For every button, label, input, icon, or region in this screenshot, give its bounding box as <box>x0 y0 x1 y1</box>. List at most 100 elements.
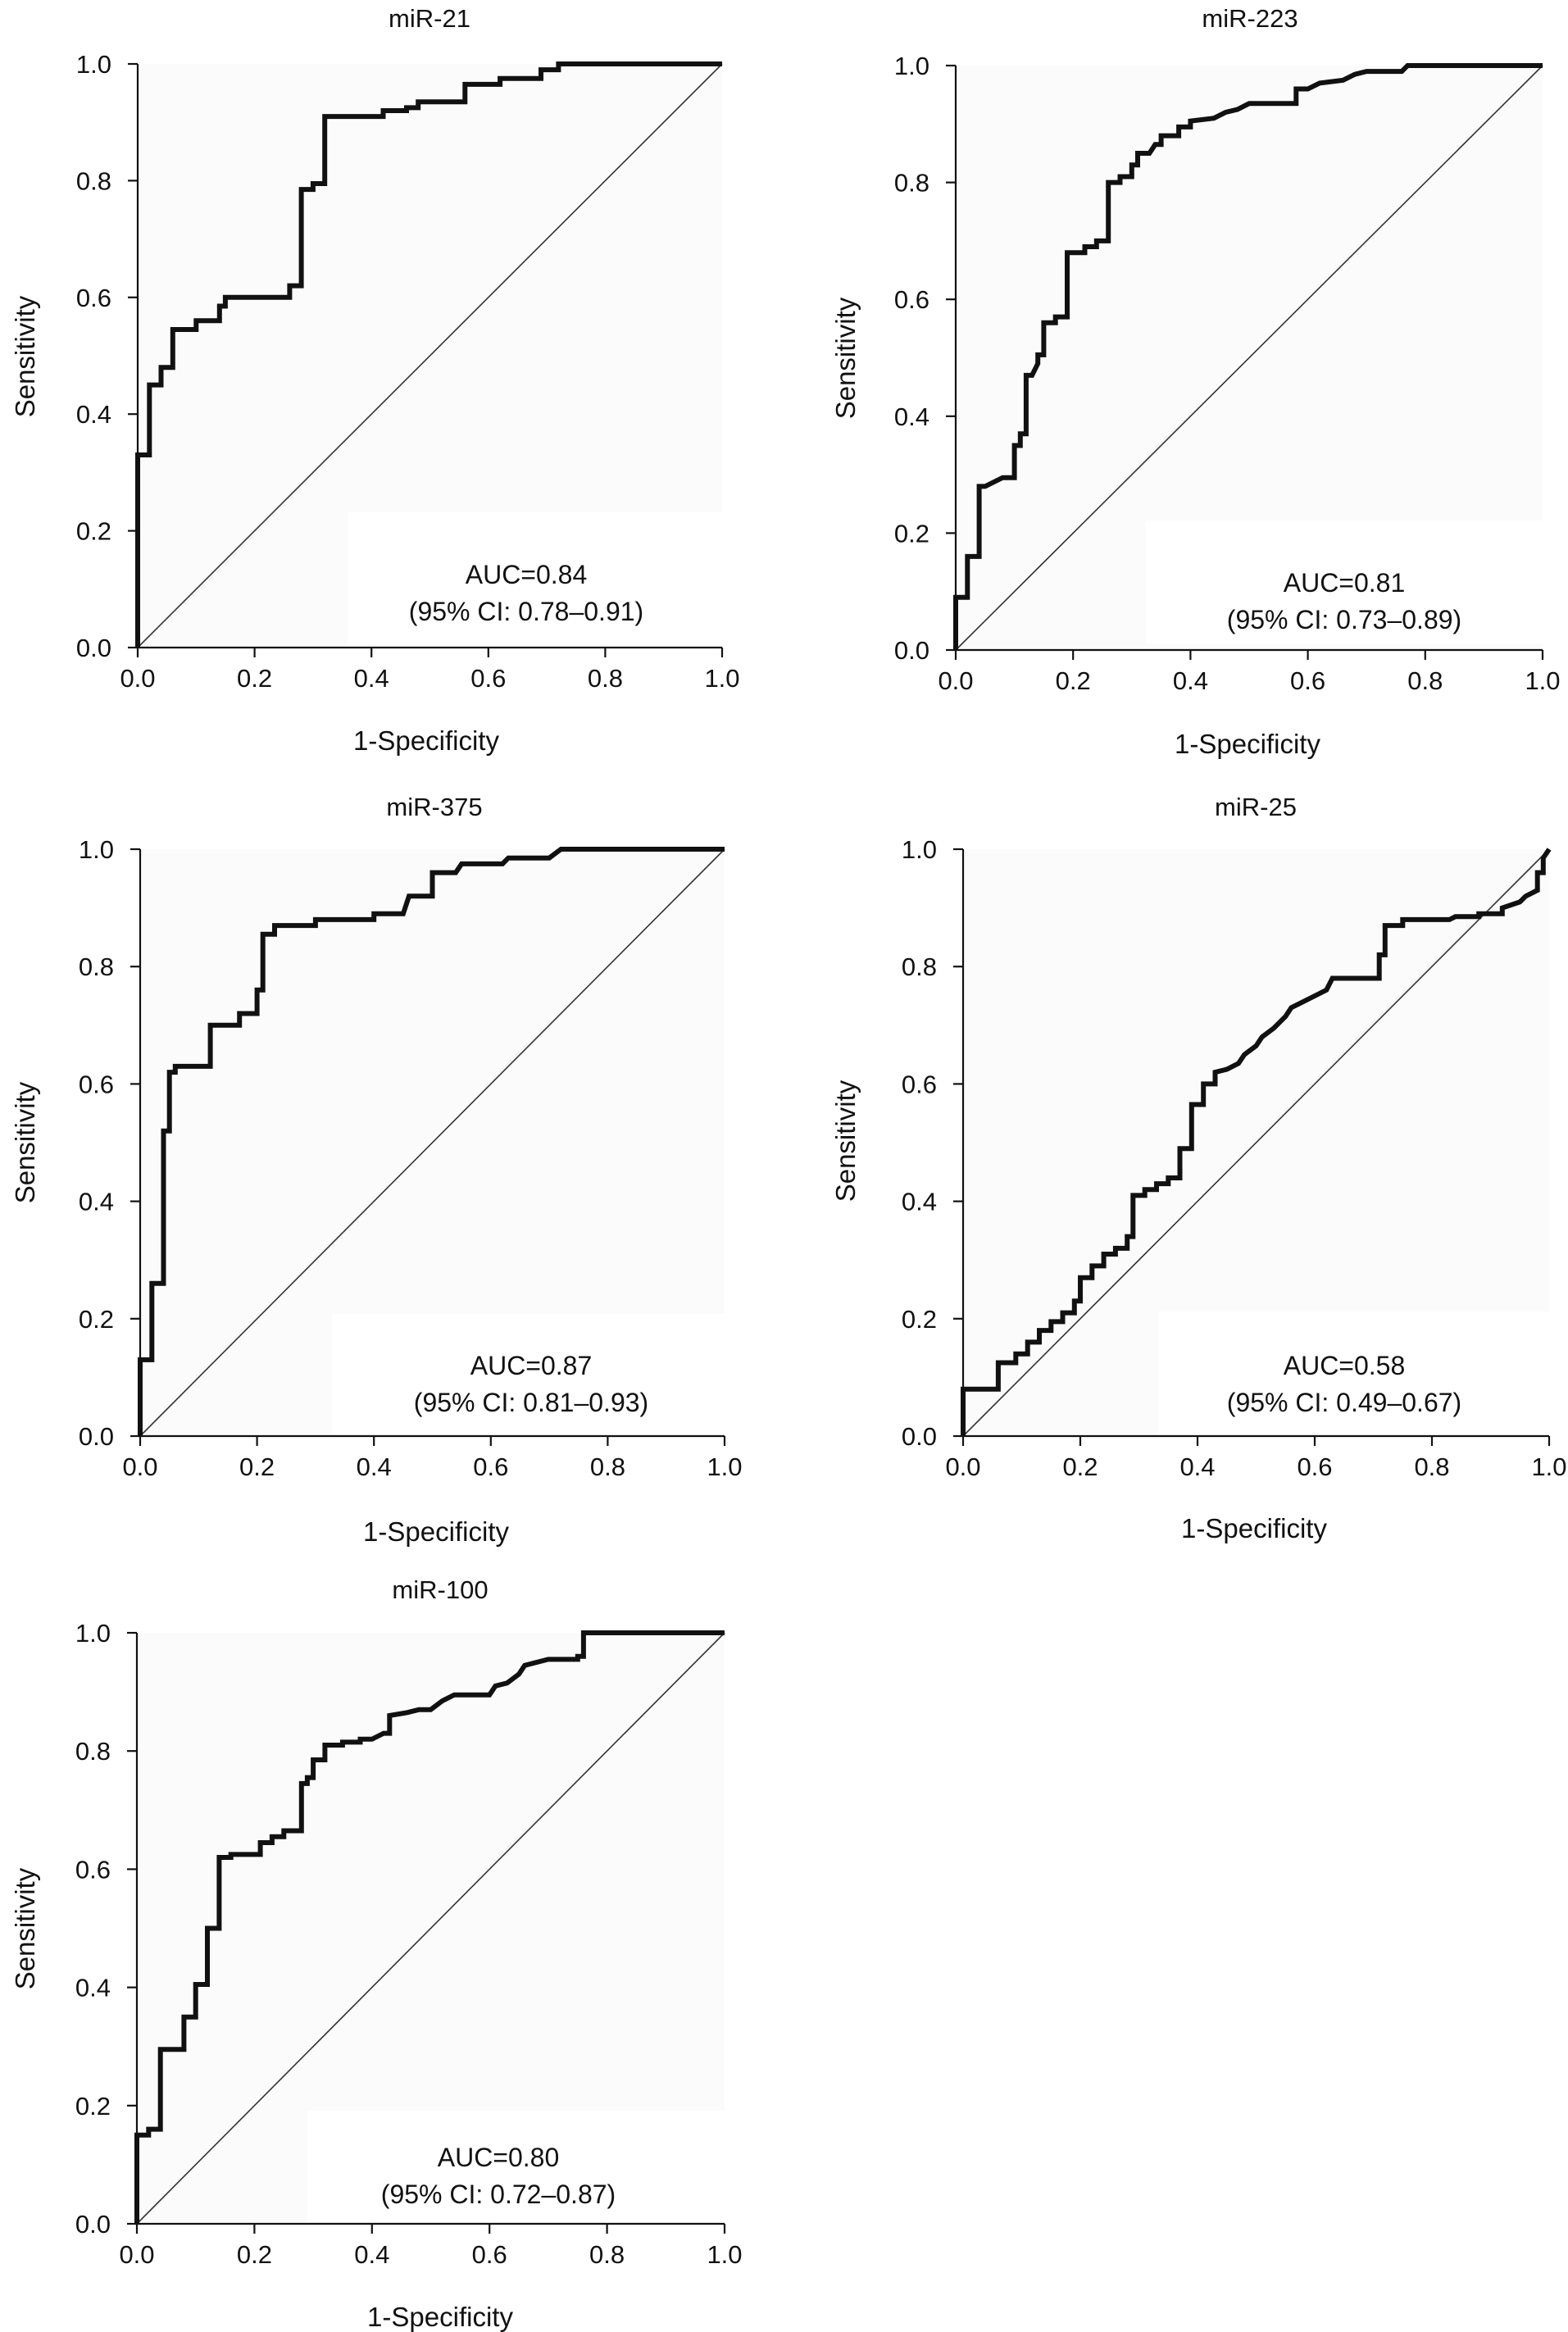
auc-label: AUC=0.84 <box>466 560 588 589</box>
diagonal-reference <box>139 848 725 1437</box>
y-tick-label: 0.8 <box>894 169 929 198</box>
panel-mir-25: miR-25 Sensitivity 1-Specificity AUC=0.5… <box>830 793 1567 1543</box>
roc-curve-group <box>135 61 722 648</box>
x-tick-label: 0.0 <box>938 666 973 695</box>
auc-ci-label: (95% CI: 0.78–0.91) <box>409 597 643 626</box>
y-tick-label: 0.0 <box>79 1422 114 1451</box>
panel-mir-223: miR-223 Sensitivity 1-Specificity AUC=0.… <box>830 4 1561 759</box>
panel-title: miR-223 <box>1202 4 1298 33</box>
diagonal-line <box>955 65 1543 651</box>
y-tick-label: 0.2 <box>79 1305 114 1334</box>
x-tick-label: 0.2 <box>239 1452 275 1481</box>
x-tick-label: 0.6 <box>473 1452 508 1481</box>
y-tick-label: 0.0 <box>76 634 111 662</box>
x-tick-label: 0.2 <box>1056 666 1091 695</box>
y-tick-label: 1.0 <box>79 835 114 864</box>
axes: 0.0 0.2 0.4 0.6 0.8 1.0 0.0 0.2 0.4 0.6 0.8 1.0 <box>894 52 1561 695</box>
diagonal-line <box>139 848 725 1437</box>
roc-curve-group <box>134 1630 725 2224</box>
panel-title: miR-375 <box>386 793 482 821</box>
y-tick-label: 0.8 <box>76 166 111 195</box>
x-tick-label: 0.6 <box>1297 1452 1332 1481</box>
y-axis-label: Sensitivity <box>830 1080 861 1202</box>
x-tick-label: 0.8 <box>1407 666 1443 695</box>
x-tick-label: 0.2 <box>237 2240 272 2269</box>
panel-mir-100: miR-100 Sensitivity 1-Specificity AUC=0.… <box>10 1575 743 2332</box>
y-axis-label: Sensitivity <box>10 1867 40 1989</box>
auc-label: AUC=0.81 <box>1284 568 1406 598</box>
y-tick-label: 0.4 <box>894 402 929 431</box>
panel-title: miR-25 <box>1215 793 1297 821</box>
y-axis-label: Sensitivity <box>10 295 40 417</box>
x-tick-label: 0.4 <box>1173 666 1208 695</box>
auc-ci-label: (95% CI: 0.73–0.89) <box>1227 605 1461 634</box>
y-tick-label: 0.2 <box>894 519 929 548</box>
panel-title: miR-21 <box>389 4 470 33</box>
x-tick-label: 1.0 <box>704 664 739 693</box>
x-tick-label: 0.6 <box>1290 666 1325 695</box>
auc-box <box>1146 520 1548 643</box>
x-tick-label: 0.0 <box>122 1452 157 1481</box>
roc-curve <box>953 63 1543 650</box>
y-tick-label: 0.6 <box>76 284 111 312</box>
y-tick-label: 0.8 <box>79 952 114 981</box>
y-tick-label: 0.4 <box>902 1188 937 1216</box>
y-tick-label: 0.2 <box>75 2092 111 2121</box>
diagonal-reference <box>136 1632 725 2225</box>
x-tick-label: 0.8 <box>590 1452 625 1481</box>
x-tick-label: 0.6 <box>472 2240 507 2269</box>
y-tick-label: 0.0 <box>75 2210 111 2239</box>
x-tick-label: 1.0 <box>707 2240 742 2269</box>
y-tick-label: 0.4 <box>79 1188 114 1216</box>
x-tick-label: 0.4 <box>354 2240 389 2269</box>
diagonal-reference <box>955 65 1543 651</box>
y-tick-label: 1.0 <box>894 52 929 80</box>
auc-box <box>348 512 727 643</box>
x-tick-label: 0.8 <box>1414 1452 1449 1481</box>
panel-mir-21: miR-21 Sensitivity 1-Specificity AUC=0.8… <box>10 4 740 756</box>
y-tick-label: 1.0 <box>75 1619 111 1648</box>
x-tick-label: 0.8 <box>588 664 623 693</box>
y-tick-label: 0.0 <box>902 1422 937 1451</box>
auc-ci-label: (95% CI: 0.81–0.93) <box>414 1388 648 1417</box>
y-tick-label: 0.4 <box>75 1974 111 2002</box>
auc-label: AUC=0.58 <box>1284 1351 1406 1380</box>
axes: 0.0 0.2 0.4 0.6 0.8 1.0 0.0 0.2 0.4 0.6 0.8 1.0 <box>75 1619 743 2269</box>
diagonal-reference <box>137 63 723 648</box>
auc-label: AUC=0.80 <box>438 2143 560 2172</box>
y-tick-label: 0.8 <box>902 952 937 981</box>
x-tick-label: 0.2 <box>237 664 272 693</box>
roc-curve-group <box>953 63 1543 650</box>
panel-title: miR-100 <box>392 1575 488 1604</box>
panel-mir-375: miR-375 Sensitivity 1-Specificity AUC=0.… <box>10 793 743 1547</box>
auc-box <box>332 1314 727 1434</box>
x-tick-label: 0.4 <box>354 664 389 693</box>
x-tick-label: 0.4 <box>357 1452 392 1481</box>
x-tick-label: 0.0 <box>119 2240 154 2269</box>
y-tick-label: 1.0 <box>76 50 111 79</box>
x-tick-label: 0.0 <box>120 664 155 693</box>
y-tick-label: 1.0 <box>902 835 937 864</box>
roc-curve <box>134 1630 725 2224</box>
diagonal-line <box>137 63 723 648</box>
diagonal-line <box>962 848 1550 1437</box>
roc-curve-group <box>138 847 725 1436</box>
x-tick-label: 0.0 <box>945 1452 980 1481</box>
diagonal-reference <box>962 848 1550 1437</box>
roc-curve <box>961 848 1552 1436</box>
x-tick-label: 0.8 <box>589 2240 625 2269</box>
y-tick-label: 0.6 <box>894 285 929 314</box>
y-axis-label: Sensitivity <box>830 297 861 419</box>
auc-label: AUC=0.87 <box>470 1351 593 1380</box>
x-axis-label: 1-Specificity <box>367 2302 513 2332</box>
x-tick-label: 0.6 <box>470 664 506 693</box>
x-axis-label: 1-Specificity <box>1175 729 1320 759</box>
roc-curve <box>138 847 725 1436</box>
auc-box <box>1158 1311 1552 1434</box>
x-tick-label: 0.2 <box>1062 1452 1098 1481</box>
x-axis-label: 1-Specificity <box>1181 1513 1327 1543</box>
axes: 0.0 0.2 0.4 0.6 0.8 1.0 0.0 0.2 0.4 0.6 0.8 1.0 <box>79 835 743 1481</box>
y-axis-label: Sensitivity <box>10 1081 40 1203</box>
y-tick-label: 0.6 <box>902 1070 937 1098</box>
